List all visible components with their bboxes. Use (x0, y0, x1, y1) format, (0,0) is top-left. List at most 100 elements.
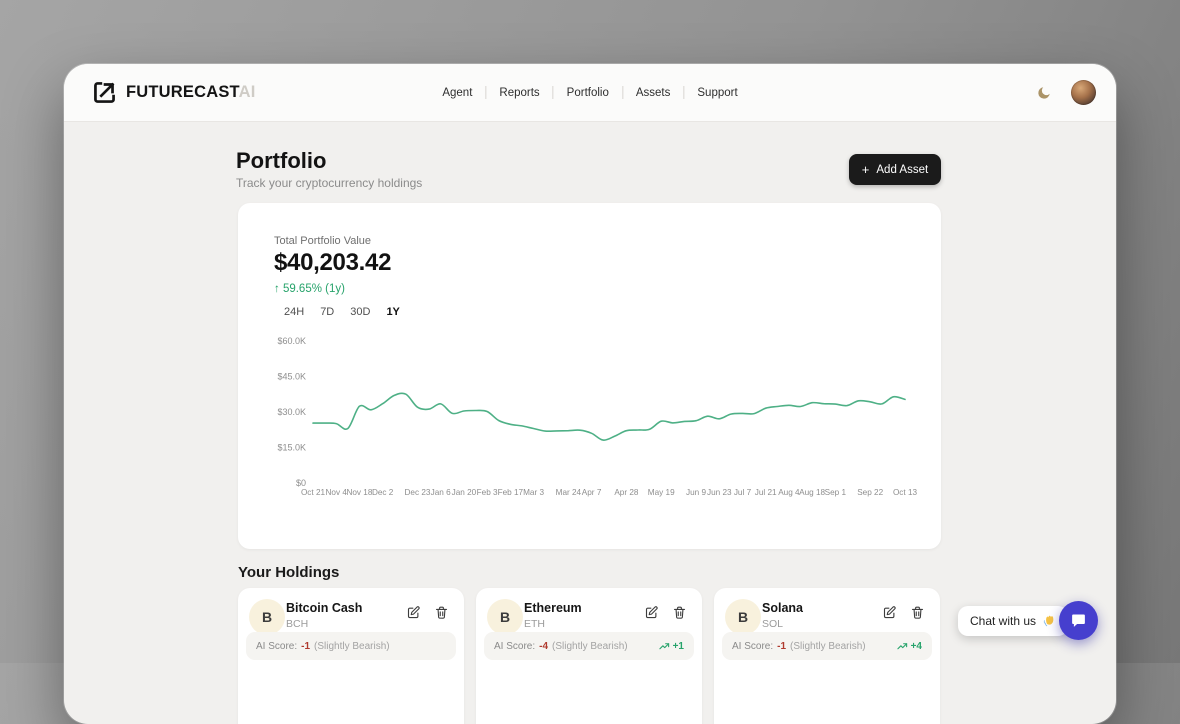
nav-separator (552, 86, 554, 99)
ai-score-pill: AI Score: -1 (Slightly Bearish) +4 (722, 632, 932, 660)
brand-name: FUTURECASTAI (126, 83, 256, 101)
score-trend-badge: +4 (896, 641, 922, 652)
edit-icon (407, 605, 420, 618)
asset-symbol: ETH (524, 618, 545, 630)
app-header: FUTURECASTAI Agent Reports Portfolio Ass… (64, 64, 1116, 122)
x-axis-tick-label: Jan 6 (431, 488, 451, 497)
delete-asset-button[interactable] (432, 603, 450, 621)
holding-card-bitcoin-cash: B Bitcoin Cash BCH AI Score: -1 (Slightl… (238, 588, 464, 724)
x-axis-tick-label: Sep 22 (857, 488, 883, 497)
tab-1y[interactable]: 1Y (386, 306, 400, 318)
header-actions (1035, 64, 1096, 121)
trending-up-icon (658, 642, 669, 649)
y-axis-tick-label: $30.0K (277, 407, 306, 417)
x-axis-tick-label: Nov 18 (346, 488, 372, 497)
add-asset-button[interactable]: + Add Asset (849, 154, 941, 185)
asset-name: Bitcoin Cash (286, 601, 363, 615)
score-trend-badge: +1 (658, 641, 684, 652)
nav-item-portfolio[interactable]: Portfolio (566, 86, 609, 99)
asset-symbol: BCH (286, 618, 309, 630)
x-axis-tick-label: Aug 4 (778, 488, 800, 497)
x-axis-tick-label: May 19 (648, 488, 675, 497)
app-window: FUTURECASTAI Agent Reports Portfolio Ass… (64, 64, 1116, 724)
brand-logo: FUTURECASTAI (92, 64, 256, 121)
x-axis-tick-label: Sep 1 (825, 488, 847, 497)
edit-icon (645, 605, 658, 618)
value-change-badge: ↑ 59.65% (1y) (274, 283, 345, 295)
total-value-amount: $40,203.42 (274, 249, 392, 276)
holding-card-solana: B Solana SOL AI Score: -1 (Slightly Bear… (714, 588, 940, 724)
x-axis-tick-label: Apr 7 (582, 488, 602, 497)
edit-asset-button[interactable] (880, 603, 898, 621)
y-axis-tick-label: $15.0K (277, 442, 306, 452)
y-axis-tick-label: $45.0K (277, 371, 306, 381)
ai-score-pill: AI Score: -1 (Slightly Bearish) (246, 632, 456, 660)
time-range-tabs: 24H 7D 30D 1Y (281, 304, 403, 320)
x-axis-tick-label: Feb 17 (498, 488, 524, 497)
ai-score-pill: AI Score: -4 (Slightly Bearish) +1 (484, 632, 694, 660)
delete-asset-button[interactable] (908, 603, 926, 621)
tab-7d[interactable]: 7D (320, 306, 335, 318)
portfolio-value-card: Total Portfolio Value $40,203.42 ↑ 59.65… (238, 203, 941, 549)
ai-score-value: -1 (777, 640, 787, 652)
page-title: Portfolio (236, 148, 327, 173)
chat-launcher-button[interactable] (1059, 601, 1098, 640)
chat-with-us-pill[interactable]: Chat with us (958, 606, 1069, 636)
x-axis-tick-label: Mar 3 (523, 488, 544, 497)
x-axis-tick-label: Oct 13 (893, 488, 918, 497)
nav-separator (683, 86, 685, 99)
chat-bubble-icon (1072, 614, 1085, 627)
x-axis-tick-label: Dec 23 (404, 488, 430, 497)
x-axis-tick-label: Nov 4 (326, 488, 348, 497)
holding-card-ethereum: B Ethereum ETH AI Score: -4 (Slightly Be… (476, 588, 702, 724)
trending-up-icon (896, 642, 907, 649)
x-axis-tick-label: Mar 24 (556, 488, 582, 497)
edit-asset-button[interactable] (404, 603, 422, 621)
trash-icon (911, 606, 923, 619)
nav-separator (485, 86, 487, 99)
delete-asset-button[interactable] (670, 603, 688, 621)
portfolio-line-chart[interactable]: $60.0K $45.0K $30.0K $15.0K $0 Oct 21 Nov 4 Nov… (268, 331, 918, 511)
nav-item-reports[interactable]: Reports (499, 86, 540, 99)
x-axis-tick-label: Feb 3 (477, 488, 498, 497)
trash-icon (435, 606, 447, 619)
nav-item-agent[interactable]: Agent (442, 86, 473, 99)
dark-mode-toggle[interactable] (1035, 84, 1053, 102)
arrow-up-right-logo-icon (92, 80, 117, 105)
main-nav: Agent Reports Portfolio Assets Support (442, 64, 738, 121)
nav-separator (621, 86, 623, 99)
page-subtitle: Track your cryptocurrency holdings (236, 176, 423, 190)
trash-icon (673, 606, 685, 619)
tab-24h[interactable]: 24H (284, 306, 305, 318)
x-axis-tick-label: Oct 21 (301, 488, 326, 497)
asset-name: Ethereum (524, 601, 582, 615)
x-axis-tick-label: Apr 28 (614, 488, 639, 497)
x-axis-tick-label: Jan 20 (452, 488, 477, 497)
tab-30d[interactable]: 30D (350, 306, 371, 318)
asset-name: Solana (762, 601, 803, 615)
moon-icon (1038, 86, 1050, 99)
waving-hand-icon (1043, 615, 1054, 627)
total-value-label: Total Portfolio Value (274, 235, 372, 247)
holdings-section-title: Your Holdings (238, 564, 340, 581)
x-axis-tick-label: Jun 9 (686, 488, 706, 497)
x-axis-tick-label: Aug 18 (799, 488, 825, 497)
nav-item-support[interactable]: Support (697, 86, 738, 99)
edit-asset-button[interactable] (642, 603, 660, 621)
asset-avatar: B (487, 599, 523, 635)
x-axis-tick-label: Jun 23 (707, 488, 732, 497)
x-axis-tick-label: Dec 2 (372, 488, 394, 497)
edit-icon (883, 605, 896, 618)
x-axis-tick-label: Jul 7 (734, 488, 752, 497)
nav-item-assets[interactable]: Assets (635, 86, 671, 99)
x-axis-tick-label: Jul 21 (755, 488, 777, 497)
portfolio-value-line (312, 392, 906, 441)
plus-icon: + (861, 162, 870, 177)
asset-symbol: SOL (762, 618, 784, 630)
user-avatar[interactable] (1071, 80, 1096, 105)
ai-score-value: -1 (301, 640, 311, 652)
y-axis-tick-label: $0 (296, 478, 306, 488)
asset-avatar: B (725, 599, 761, 635)
asset-avatar: B (249, 599, 285, 635)
